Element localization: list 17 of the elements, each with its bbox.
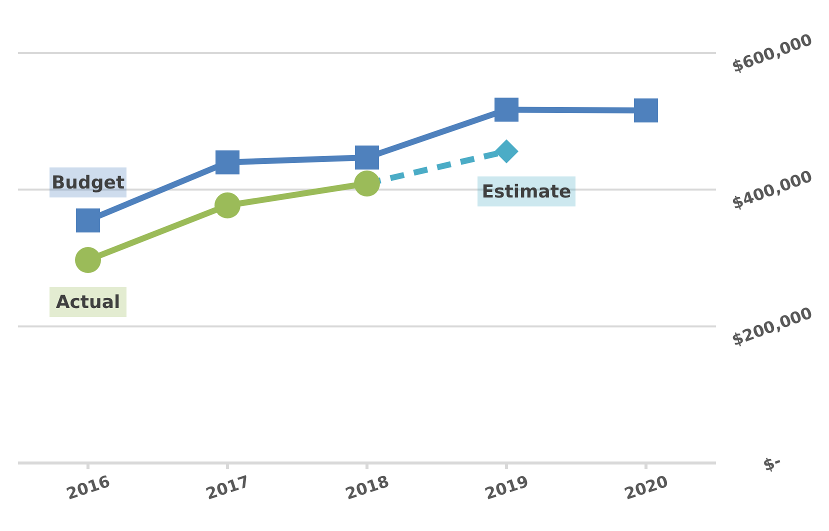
x-tick-label: 2020: [622, 472, 670, 504]
point: [216, 150, 240, 174]
x-tick-label: 2019: [482, 472, 531, 504]
point: [76, 208, 100, 232]
point: [494, 139, 518, 164]
x-tick-label: 2018: [343, 472, 392, 504]
series-label: Budget: [51, 172, 125, 194]
point: [494, 98, 518, 122]
point: [214, 192, 240, 218]
x-tick-label: 2017: [204, 472, 252, 504]
point: [634, 98, 658, 122]
y-tick-label: $-: [760, 451, 784, 475]
series-label: Actual: [56, 292, 120, 314]
point: [355, 146, 379, 170]
point: [75, 247, 101, 274]
series-label: Estimate: [482, 181, 572, 202]
x-tick-label: 2016: [64, 472, 112, 504]
